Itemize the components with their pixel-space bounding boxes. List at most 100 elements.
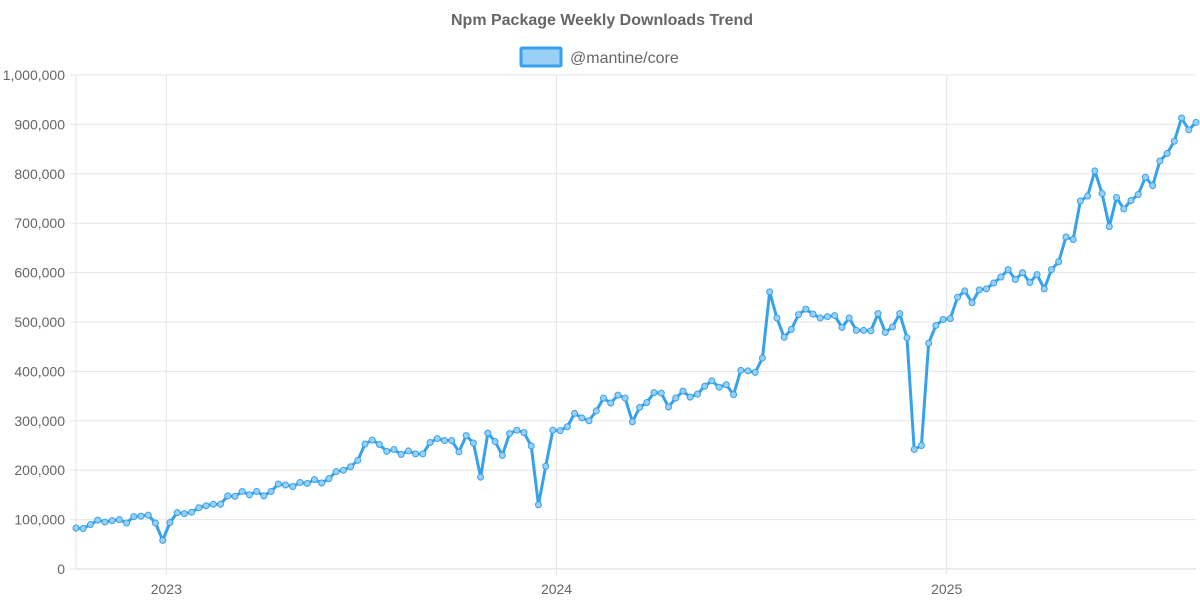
data-point[interactable] xyxy=(144,511,152,519)
data-point[interactable] xyxy=(990,279,998,287)
data-point[interactable] xyxy=(209,500,217,508)
data-point[interactable] xyxy=(708,377,716,385)
data-point[interactable] xyxy=(997,273,1005,281)
data-point[interactable] xyxy=(1047,266,1055,274)
data-point[interactable] xyxy=(1149,182,1157,190)
data-point[interactable] xyxy=(932,321,940,329)
data-point[interactable] xyxy=(195,504,203,512)
data-point[interactable] xyxy=(224,492,232,500)
data-point[interactable] xyxy=(650,389,658,397)
data-point[interactable] xyxy=(838,323,846,331)
data-point[interactable] xyxy=(347,463,355,471)
data-point[interactable] xyxy=(939,316,947,324)
data-point[interactable] xyxy=(404,447,412,455)
legend-label[interactable]: @mantine/core xyxy=(570,50,679,67)
data-point[interactable] xyxy=(137,512,145,520)
data-point[interactable] xyxy=(1170,137,1178,145)
data-point[interactable] xyxy=(238,487,246,495)
data-point[interactable] xyxy=(1163,150,1171,158)
data-point[interactable] xyxy=(542,462,550,470)
data-point[interactable] xyxy=(787,325,795,333)
data-point[interactable] xyxy=(325,475,333,483)
data-point[interactable] xyxy=(802,305,810,313)
data-point[interactable] xyxy=(672,394,680,402)
data-point[interactable] xyxy=(1127,196,1135,204)
data-point[interactable] xyxy=(159,536,167,544)
data-point[interactable] xyxy=(477,473,485,481)
data-point[interactable] xyxy=(108,517,116,525)
data-point[interactable] xyxy=(599,394,607,402)
data-point[interactable] xyxy=(130,513,138,521)
data-point[interactable] xyxy=(766,288,774,296)
data-point[interactable] xyxy=(549,426,557,434)
data-point[interactable] xyxy=(441,437,449,445)
data-point[interactable] xyxy=(917,442,925,449)
data-point[interactable] xyxy=(809,310,817,318)
data-point[interactable] xyxy=(469,439,477,447)
data-point[interactable] xyxy=(296,479,304,487)
data-point[interactable] xyxy=(419,450,427,458)
data-point[interactable] xyxy=(730,391,738,399)
data-point[interactable] xyxy=(881,328,889,336)
data-point[interactable] xyxy=(556,427,564,435)
data-point[interactable] xyxy=(79,524,87,532)
data-point[interactable] xyxy=(1011,276,1019,284)
data-point[interactable] xyxy=(657,389,665,397)
data-point[interactable] xyxy=(491,438,499,446)
data-point[interactable] xyxy=(585,417,593,425)
data-point[interactable] xyxy=(245,491,253,499)
data-point[interactable] xyxy=(1033,271,1041,279)
data-point[interactable] xyxy=(665,403,673,411)
data-point[interactable] xyxy=(816,314,824,322)
data-point[interactable] xyxy=(368,436,376,444)
data-point[interactable] xyxy=(744,367,752,375)
data-point[interactable] xyxy=(397,450,405,458)
data-point[interactable] xyxy=(433,435,441,443)
data-point[interactable] xyxy=(448,437,456,445)
data-point[interactable] xyxy=(202,502,210,510)
data-point[interactable] xyxy=(1062,233,1070,241)
data-point[interactable] xyxy=(679,387,687,395)
data-point[interactable] xyxy=(874,310,882,318)
data-point[interactable] xyxy=(166,519,174,527)
data-point[interactable] xyxy=(607,399,615,407)
data-point[interactable] xyxy=(795,311,803,319)
data-point[interactable] xyxy=(636,403,644,411)
data-point[interactable] xyxy=(831,312,839,320)
data-point[interactable] xyxy=(101,518,109,526)
data-point[interactable] xyxy=(1185,126,1193,134)
data-point[interactable] xyxy=(412,450,420,458)
data-point[interactable] xyxy=(339,466,347,474)
data-point[interactable] xyxy=(354,456,362,464)
data-point[interactable] xyxy=(621,394,629,402)
data-point[interactable] xyxy=(267,487,275,495)
data-point[interactable] xyxy=(94,516,102,524)
data-point[interactable] xyxy=(123,519,131,527)
data-point[interactable] xyxy=(1098,190,1106,198)
data-point[interactable] xyxy=(318,479,326,487)
data-point[interactable] xyxy=(289,483,297,490)
legend-swatch[interactable] xyxy=(519,46,563,68)
data-point[interactable] xyxy=(578,414,586,422)
data-point[interactable] xyxy=(310,476,318,484)
data-point[interactable] xyxy=(1019,269,1027,277)
data-point[interactable] xyxy=(628,418,636,426)
data-point[interactable] xyxy=(1055,258,1063,266)
legend[interactable]: @mantine/core xyxy=(519,46,679,68)
data-point[interactable] xyxy=(361,440,369,448)
data-point[interactable] xyxy=(715,383,723,391)
data-point[interactable] xyxy=(282,481,290,489)
data-point[interactable] xyxy=(115,516,123,524)
data-point[interactable] xyxy=(845,314,853,322)
data-point[interactable] xyxy=(896,310,904,318)
data-point[interactable] xyxy=(217,500,225,508)
data-point[interactable] xyxy=(946,315,954,323)
data-point[interactable] xyxy=(823,313,831,321)
data-point[interactable] xyxy=(780,333,788,341)
data-point[interactable] xyxy=(722,381,730,389)
data-point[interactable] xyxy=(563,423,571,431)
data-point[interactable] xyxy=(375,441,383,449)
data-point[interactable] xyxy=(867,327,875,335)
data-point[interactable] xyxy=(860,326,868,334)
data-point[interactable] xyxy=(961,287,969,295)
